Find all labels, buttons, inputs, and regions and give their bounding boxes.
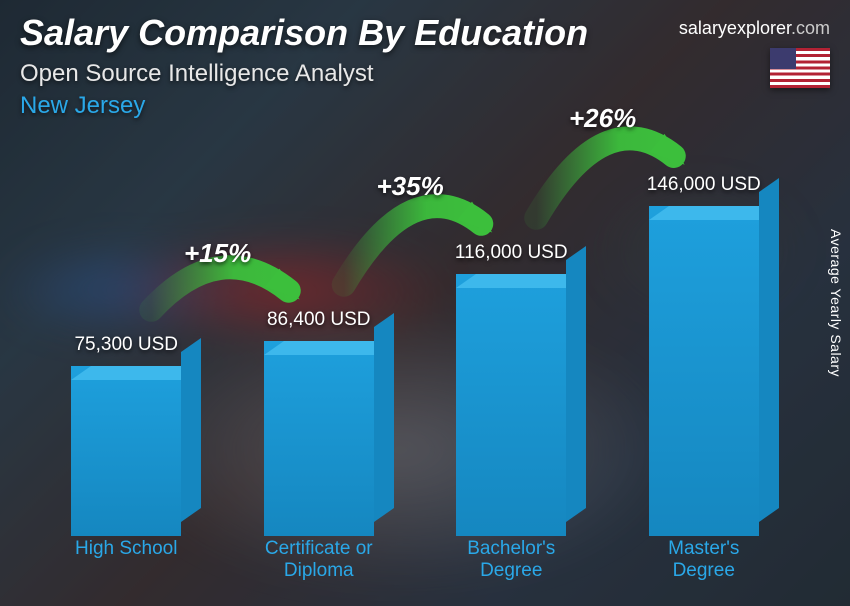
bar-side-face <box>566 246 586 522</box>
category-label: Master'sDegree <box>608 538 801 586</box>
bar <box>71 366 181 536</box>
bars-container: 75,300 USD 86,400 USD 116,000 USD 146,00… <box>30 140 800 536</box>
bar-group: 146,000 USD <box>608 174 801 536</box>
bar-side-face <box>759 178 779 522</box>
flag-icon <box>770 48 830 88</box>
bar-side-face <box>181 338 201 522</box>
bar-front-face <box>649 206 759 536</box>
y-axis-label: Average Yearly Salary <box>828 229 844 377</box>
bar-group: 86,400 USD <box>223 309 416 536</box>
bar-front-face <box>264 341 374 536</box>
bar <box>649 206 759 536</box>
bar-value-label: 146,000 USD <box>647 174 761 196</box>
bar-group: 75,300 USD <box>30 334 223 536</box>
bar-value-label: 75,300 USD <box>74 334 178 356</box>
brand-domain: .com <box>791 18 830 38</box>
category-label: High School <box>30 538 223 586</box>
bar <box>264 341 374 536</box>
bar <box>456 274 566 536</box>
bar-side-face <box>374 313 394 522</box>
bar-value-label: 86,400 USD <box>267 309 371 331</box>
category-label: Bachelor'sDegree <box>415 538 608 586</box>
brand-name: salaryexplorer <box>679 18 791 38</box>
brand-label: salaryexplorer.com <box>679 18 830 39</box>
chart-subtitle: Open Source Intelligence Analyst <box>20 60 830 88</box>
bar-front-face <box>71 366 181 536</box>
category-label: Certificate orDiploma <box>223 538 416 586</box>
bar-chart: +15% +35% +26% 75,300 USD 86,400 USD 11 <box>30 140 800 586</box>
infographic-content: Salary Comparison By Education Open Sour… <box>0 0 850 606</box>
bar-value-label: 116,000 USD <box>455 242 568 264</box>
bar-group: 116,000 USD <box>415 242 608 536</box>
bar-front-face <box>456 274 566 536</box>
labels-container: High SchoolCertificate orDiplomaBachelor… <box>30 538 800 586</box>
chart-region: New Jersey <box>20 92 830 120</box>
